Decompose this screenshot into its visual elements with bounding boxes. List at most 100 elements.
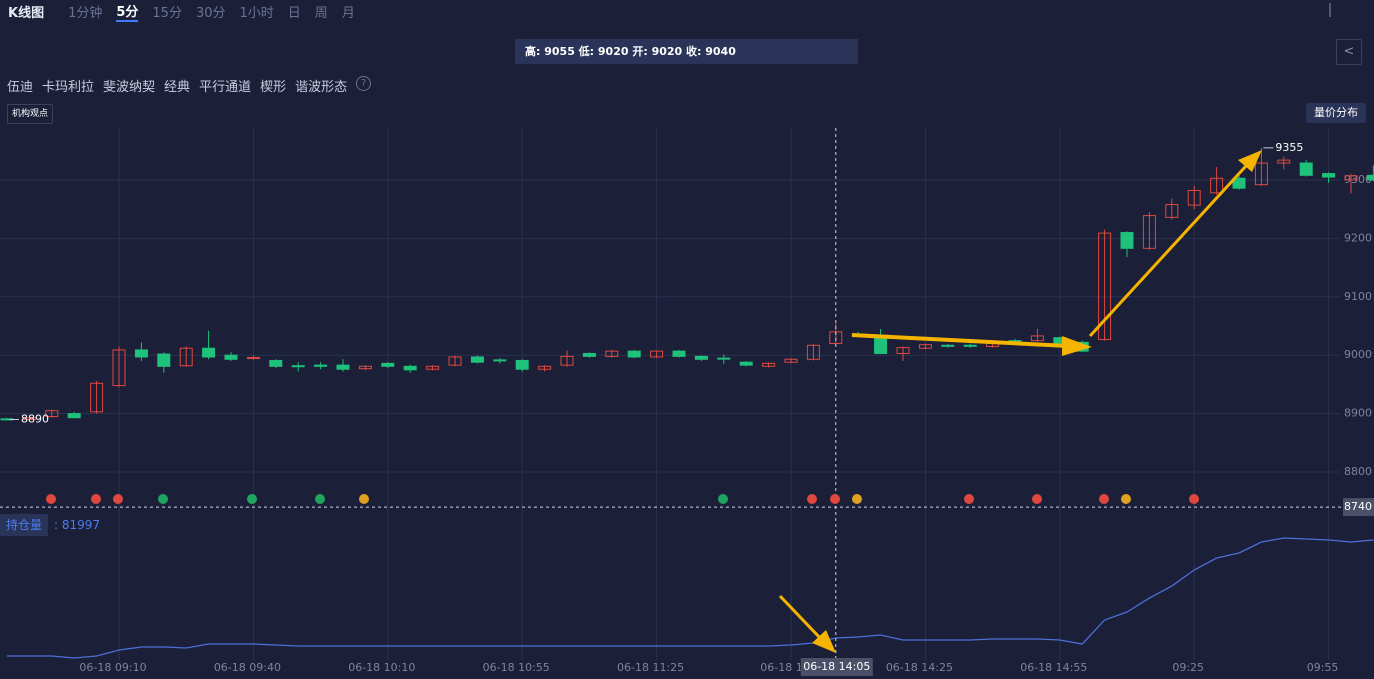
event-icon[interactable] (315, 494, 325, 504)
candle-body (246, 357, 260, 360)
tool[interactable]: 斐波纳契 (103, 80, 156, 95)
event-icon[interactable] (158, 494, 168, 504)
y-tick-label: 8900 (1344, 407, 1372, 420)
period[interactable]: 15分 (152, 5, 182, 21)
candle-body (1344, 175, 1358, 181)
candle-body (627, 350, 641, 358)
y-tick-label: 9200 (1344, 231, 1372, 244)
event-icon[interactable] (1099, 494, 1109, 504)
x-tick-label: 06-18 13 (760, 661, 809, 674)
candle-body (1277, 159, 1291, 164)
event-icon[interactable] (113, 494, 123, 504)
candle-body (1030, 335, 1044, 342)
x-tick-label: 06-18 09:10 (79, 661, 146, 674)
period[interactable]: 1分钟 (68, 5, 103, 21)
arrow (851, 333, 1069, 348)
crosshair-price: 8740 (1344, 500, 1372, 513)
candle-body (470, 356, 484, 363)
oi-name[interactable]: 持仓量 (0, 514, 49, 536)
event-icon[interactable] (359, 494, 369, 504)
event-icon[interactable] (1121, 494, 1131, 504)
arrow-head (812, 630, 836, 653)
tool[interactable]: 经典 (164, 80, 191, 95)
candle-body (381, 362, 395, 367)
candle-body (493, 359, 507, 362)
tool[interactable]: 卡玛利拉 (42, 80, 95, 95)
event-icon[interactable] (964, 494, 974, 504)
candle-body (605, 350, 619, 357)
annotation: 9355 (1275, 141, 1303, 154)
candle-body (538, 365, 552, 370)
event-icon[interactable] (46, 494, 56, 504)
volume-profile-button[interactable]: 量价分布 (1306, 103, 1366, 123)
candle-body (896, 347, 910, 354)
candle-body (403, 365, 417, 371)
candle-body (829, 331, 843, 345)
candle-body (179, 347, 193, 367)
arrow (778, 594, 824, 642)
candle-body (762, 362, 776, 367)
candle-body (918, 344, 932, 349)
candle-body (291, 365, 305, 368)
period[interactable]: 月 (341, 5, 355, 21)
help[interactable]: ? (356, 76, 372, 91)
x-tick-label: 06-18 11:25 (617, 661, 684, 674)
tool[interactable]: 楔形 (260, 80, 287, 95)
crosshair-time-box (800, 658, 873, 676)
candle-body (448, 356, 462, 366)
candle-body (22, 417, 36, 420)
candle-body (224, 354, 238, 360)
back-button[interactable]: < (1336, 39, 1362, 65)
period[interactable]: 日 (287, 5, 301, 21)
ohlc-box: 高: 9055 低: 9020 开: 9020 收: 9040 (515, 39, 858, 64)
arrow-head (1062, 336, 1092, 356)
period[interactable]: 1小时 (239, 5, 274, 21)
candle-body (1232, 177, 1246, 189)
x-tick-label: 06-18 14:25 (886, 661, 953, 674)
candle-body (90, 382, 104, 413)
event-icon[interactable] (807, 494, 817, 504)
candle-body (45, 410, 59, 418)
period[interactable]: 周 (314, 5, 328, 21)
candle-body (1254, 162, 1268, 186)
tool[interactable]: 谐波形态 (295, 80, 348, 95)
event-icon[interactable] (1032, 494, 1042, 504)
decorations (46, 3, 1331, 653)
x-tick-label: 09:25 (1172, 661, 1204, 674)
annotation: 8890 (21, 412, 49, 425)
period[interactable]: 30分 (195, 5, 226, 21)
candle-body (1142, 215, 1156, 249)
badge[interactable]: 机构观点 (7, 104, 54, 124)
trend-arrows (778, 150, 1262, 653)
candle-body (1366, 174, 1374, 181)
crosshair-time: 06-18 14:05 (803, 660, 870, 673)
x-tick-label: 06-18 14:55 (1020, 661, 1087, 674)
candle-body (806, 344, 820, 360)
candle-body (112, 349, 126, 387)
candle-body (1120, 232, 1134, 249)
event-icon[interactable] (852, 494, 862, 504)
candle-body (358, 365, 372, 370)
event-icon[interactable] (91, 494, 101, 504)
candle-body (202, 347, 216, 358)
oi-value: : 81997 (54, 518, 101, 532)
candle-body (1165, 204, 1179, 218)
period[interactable]: 5分 (116, 1, 139, 22)
drawing-tools: 伍迪 卡玛利拉 斐波纳契 经典 平行通道 楔形 谐波形态 ? (7, 76, 380, 95)
candle-body (426, 365, 440, 370)
y-tick-label: 9100 (1344, 290, 1372, 303)
arrow (1088, 164, 1248, 338)
event-icon[interactable] (1189, 494, 1199, 504)
candle-body (694, 355, 708, 360)
chart-type[interactable]: K线图 (8, 5, 45, 21)
tool[interactable]: 平行通道 (199, 80, 252, 95)
candle-body (515, 359, 529, 370)
event-icon[interactable] (247, 494, 257, 504)
tool[interactable]: 伍迪 (7, 80, 34, 95)
event-icon[interactable] (718, 494, 728, 504)
candle-body (336, 364, 350, 370)
candle-body (650, 350, 664, 358)
event-icon[interactable] (830, 494, 840, 504)
x-tick-label: 06-18 10:10 (348, 661, 415, 674)
